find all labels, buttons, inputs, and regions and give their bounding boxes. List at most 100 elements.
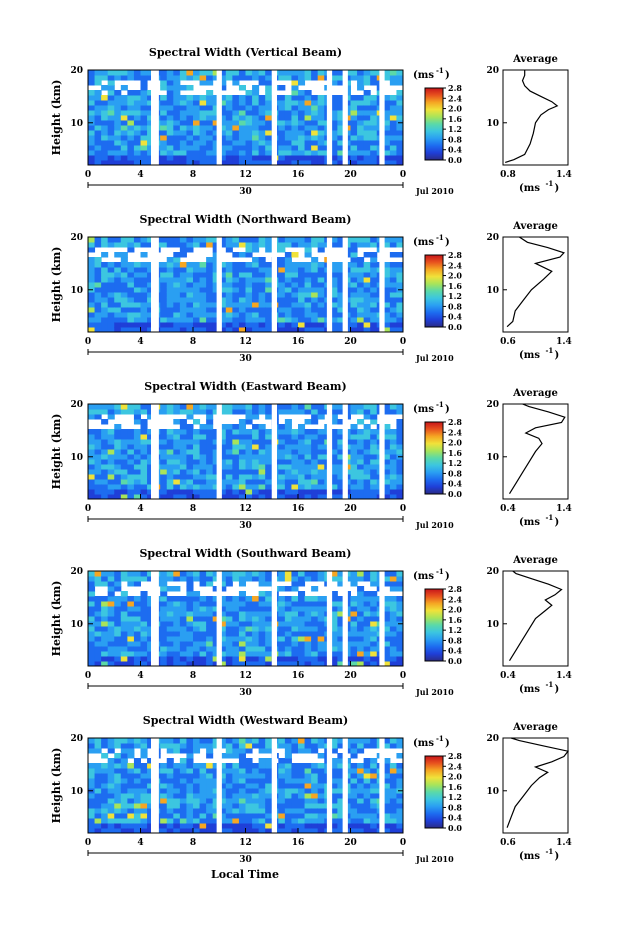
data-gap bbox=[151, 738, 159, 833]
y-axis-label: Height (km) bbox=[50, 414, 63, 490]
colorbar-tick-label: 2.0 bbox=[448, 438, 462, 448]
panel-1: Spectral Width (Vertical Beam) 10 20 Height… bbox=[50, 46, 572, 197]
colorbar-tick-label: 1.2 bbox=[448, 458, 462, 468]
x-tick-label: 12 bbox=[239, 504, 252, 514]
data-gap bbox=[216, 70, 222, 165]
x-tick-label: 20 bbox=[344, 671, 357, 681]
average-x-tick-label: 1.4 bbox=[556, 671, 572, 681]
average-x-label-exp: -1 bbox=[546, 346, 554, 355]
colorbar-tick-label: 2.0 bbox=[448, 605, 462, 615]
average-x-label: (ms bbox=[519, 517, 540, 528]
average-x-label-exp: -1 bbox=[546, 513, 554, 522]
colorbar-tick-label: 2.4 bbox=[448, 260, 462, 270]
average-frame bbox=[502, 236, 569, 333]
colorbar bbox=[424, 588, 444, 662]
heatmap bbox=[88, 237, 404, 333]
colorbar-unit-close: ) bbox=[445, 738, 450, 749]
average-x-tick-label: 1.4 bbox=[556, 337, 572, 347]
x-tick-label: 8 bbox=[190, 504, 196, 514]
colorbar-tick-label: 1.6 bbox=[448, 615, 462, 625]
day-label: 30 bbox=[239, 354, 252, 364]
average-title: Average bbox=[512, 221, 558, 232]
average-profile-line bbox=[505, 70, 559, 163]
colorbar-tick-label: 0.4 bbox=[448, 145, 462, 155]
average-frame bbox=[502, 570, 569, 667]
colorbar-unit: (ms bbox=[413, 404, 434, 415]
day-label: 30 bbox=[239, 855, 252, 865]
colorbar-tick-label: 2.8 bbox=[448, 250, 462, 260]
average-x-tick-label: 0.8 bbox=[500, 170, 516, 180]
data-gap bbox=[342, 404, 348, 499]
average-y-tick-label: 10 bbox=[486, 787, 499, 797]
panel-3: Spectral Width (Eastward Beam) 10 20 Height… bbox=[50, 380, 572, 531]
panel-title: Spectral Width (Southward Beam) bbox=[139, 547, 351, 560]
colorbar-tick-label: 1.6 bbox=[448, 114, 462, 124]
data-gap bbox=[379, 571, 385, 666]
y-axis-label: Height (km) bbox=[50, 748, 63, 824]
average-profile-line bbox=[508, 570, 563, 662]
average-y-tick-label: 20 bbox=[486, 66, 499, 76]
colorbar-unit: (ms bbox=[413, 571, 434, 582]
colorbar-tick-label: 0.4 bbox=[448, 479, 462, 489]
x-tick-label: 20 bbox=[344, 337, 357, 347]
data-gap bbox=[216, 738, 222, 833]
x-tick-label: 0 bbox=[85, 838, 91, 848]
x-tick-label: 8 bbox=[190, 337, 196, 347]
y-axis-label: Height (km) bbox=[50, 247, 63, 323]
colorbar-tick-label: 1.6 bbox=[448, 782, 462, 792]
colorbar-tick-label: 0.4 bbox=[448, 646, 462, 656]
day-label: 30 bbox=[239, 521, 252, 531]
average-y-tick-label: 20 bbox=[486, 233, 499, 243]
average-frame bbox=[502, 69, 569, 166]
data-gap bbox=[216, 404, 222, 499]
date-label: Jul 2010 bbox=[415, 186, 454, 196]
colorbar-tick-label: 0.4 bbox=[448, 813, 462, 823]
average-x-label-exp: -1 bbox=[546, 680, 554, 689]
data-gap bbox=[271, 404, 277, 499]
colorbar-tick-label: 2.4 bbox=[448, 594, 462, 604]
data-gap bbox=[216, 237, 222, 332]
average-x-tick-label: 0.6 bbox=[500, 337, 516, 347]
data-gap bbox=[342, 237, 348, 332]
day-label: 30 bbox=[239, 187, 252, 197]
average-x-tick-label: 1.4 bbox=[556, 170, 572, 180]
colorbar bbox=[424, 421, 444, 495]
heatmap bbox=[88, 404, 404, 500]
data-gap bbox=[151, 70, 159, 165]
y-tick-label: 20 bbox=[70, 567, 83, 577]
data-gap bbox=[326, 70, 333, 165]
y-tick-label: 10 bbox=[70, 119, 83, 129]
data-gap bbox=[216, 571, 222, 666]
date-label: Jul 2010 bbox=[415, 854, 454, 864]
data-gap bbox=[379, 70, 385, 165]
colorbar-tick-label: 0.8 bbox=[448, 635, 462, 645]
average-x-tick-label: 1.4 bbox=[556, 838, 572, 848]
colorbar-unit-exp: -1 bbox=[436, 734, 444, 743]
x-tick-label: 16 bbox=[292, 170, 305, 180]
data-gap bbox=[151, 404, 159, 499]
average-title: Average bbox=[512, 388, 558, 399]
heatmap bbox=[88, 738, 404, 834]
x-tick-label: 0 bbox=[85, 337, 91, 347]
y-tick-label: 20 bbox=[70, 400, 83, 410]
x-tick-label: 12 bbox=[239, 838, 252, 848]
date-label: Jul 2010 bbox=[415, 520, 454, 530]
colorbar-tick-label: 1.2 bbox=[448, 792, 462, 802]
average-profile-line bbox=[506, 236, 565, 328]
x-tick-label: 4 bbox=[137, 170, 143, 180]
date-label: Jul 2010 bbox=[415, 353, 454, 363]
average-x-label-exp: -1 bbox=[546, 847, 554, 856]
average-y-tick-label: 20 bbox=[486, 734, 499, 744]
x-tick-label: 12 bbox=[239, 337, 252, 347]
y-tick-label: 10 bbox=[70, 286, 83, 296]
average-x-label-close: ) bbox=[555, 350, 560, 361]
data-gap bbox=[151, 571, 159, 666]
colorbar-tick-label: 1.6 bbox=[448, 281, 462, 291]
colorbar-tick-label: 0.8 bbox=[448, 301, 462, 311]
average-x-label: (ms bbox=[519, 183, 540, 194]
colorbar-tick-label: 2.4 bbox=[448, 761, 462, 771]
x-tick-label: 0 bbox=[400, 504, 406, 514]
x-tick-label: 8 bbox=[190, 170, 196, 180]
average-frame bbox=[502, 403, 569, 500]
x-tick-label: 8 bbox=[190, 838, 196, 848]
